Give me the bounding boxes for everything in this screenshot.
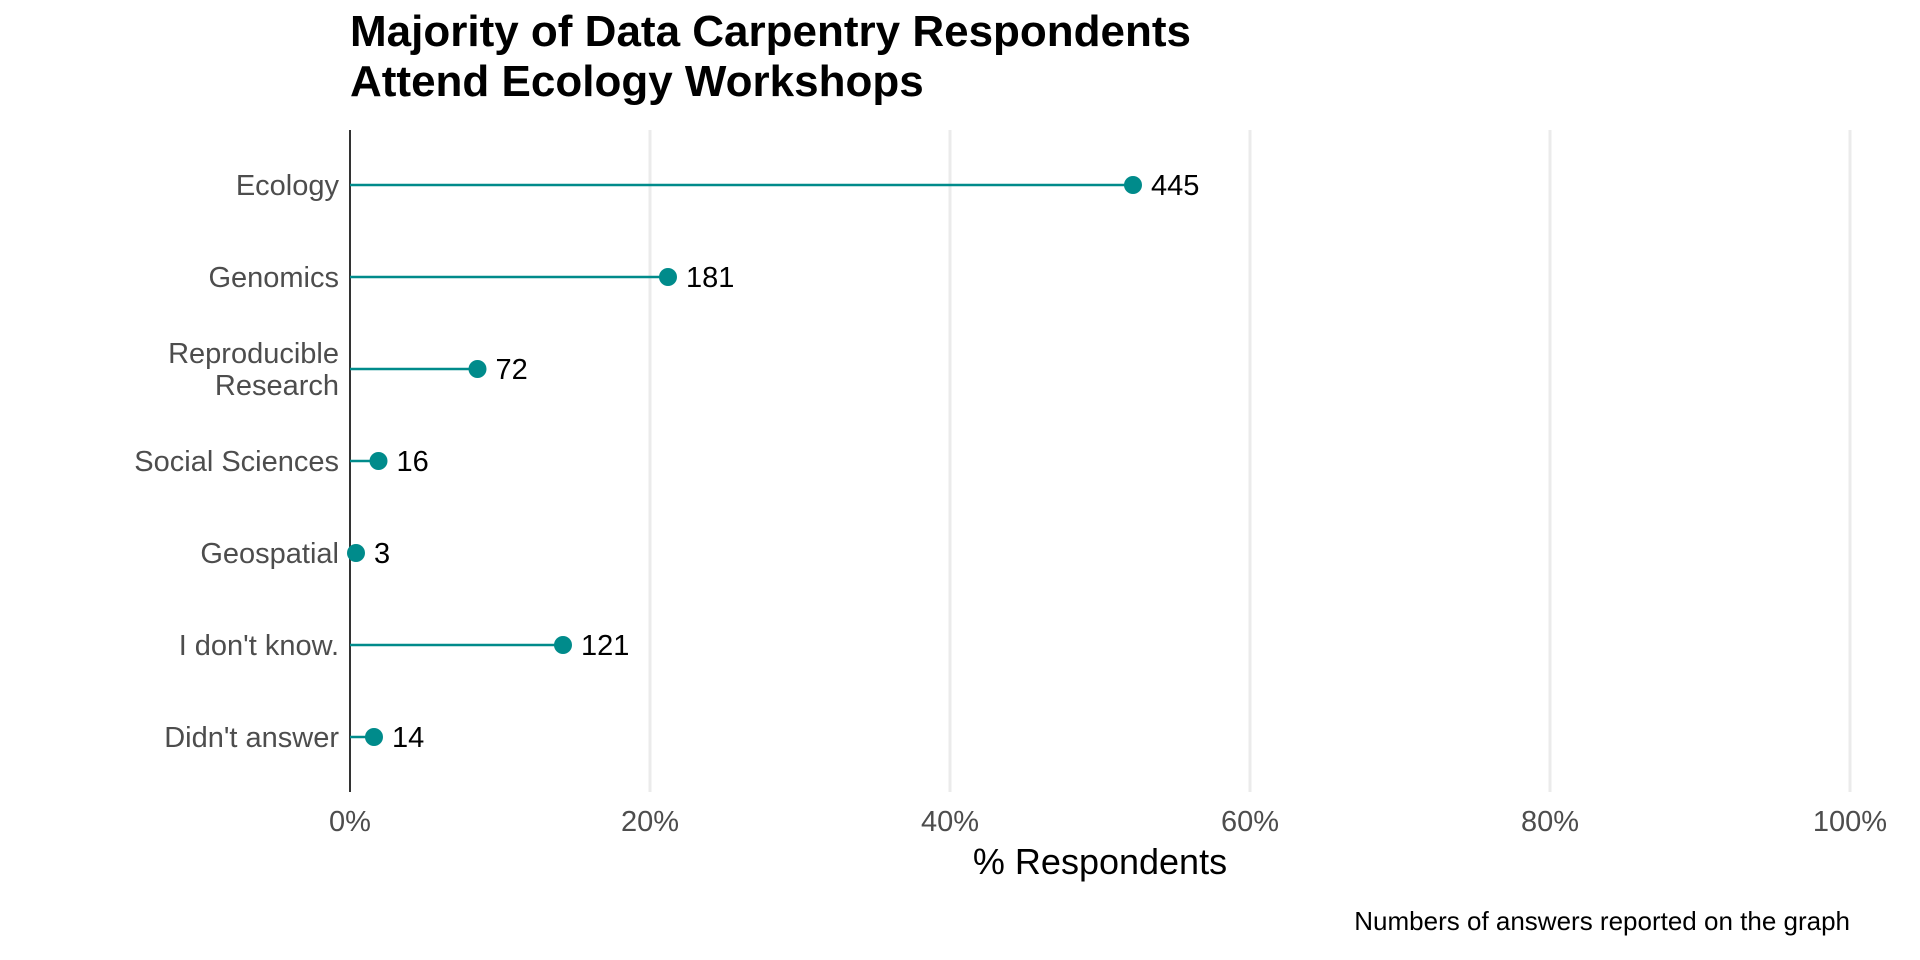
lollipop-dot <box>365 728 383 746</box>
value-label: 121 <box>581 630 629 662</box>
category-label: Reproducible <box>168 338 339 370</box>
value-label: 16 <box>397 446 429 478</box>
value-label: 72 <box>496 354 528 386</box>
x-tick-label: 60% <box>1221 806 1279 838</box>
chart-caption: Numbers of answers reported on the graph <box>1354 906 1850 936</box>
category-label: Social Sciences <box>134 446 339 478</box>
x-axis-label: % Respondents <box>973 841 1227 882</box>
x-tick-label: 100% <box>1813 806 1887 838</box>
category-label: Geospatial <box>200 538 339 570</box>
lollipop-dot <box>659 268 677 286</box>
category-label: Didn't answer <box>164 722 339 754</box>
x-tick-label: 0% <box>329 806 371 838</box>
lollipop-dot <box>554 636 572 654</box>
lollipop-stems <box>350 183 1133 739</box>
category-label: Research <box>215 370 339 402</box>
category-label: Ecology <box>236 170 340 202</box>
x-tick-label: 20% <box>621 806 679 838</box>
x-tick-label: 80% <box>1521 806 1579 838</box>
lollipop-dot <box>369 452 388 470</box>
value-label: 3 <box>374 538 390 570</box>
category-label: Genomics <box>208 262 339 294</box>
value-label: 445 <box>1151 170 1199 202</box>
value-label: 14 <box>392 722 424 754</box>
category-label: I don't know. <box>179 630 339 662</box>
gridlines <box>648 130 1852 792</box>
chart-title-line-2: Attend Ecology Workshops <box>350 57 924 106</box>
lollipop-dots <box>347 176 1142 746</box>
lollipop-dot <box>468 360 487 378</box>
x-tick-label: 40% <box>921 806 979 838</box>
value-labels: 445 181 72 16 3 121 14 <box>374 170 1199 754</box>
x-tick-labels: 0% 20% 40% 60% 80% 100% <box>329 806 1887 838</box>
chart-title-line-1: Majority of Data Carpentry Respondents <box>350 7 1191 56</box>
value-label: 181 <box>686 262 734 294</box>
lollipop-dot <box>347 544 365 562</box>
lollipop-dot <box>1124 176 1142 194</box>
